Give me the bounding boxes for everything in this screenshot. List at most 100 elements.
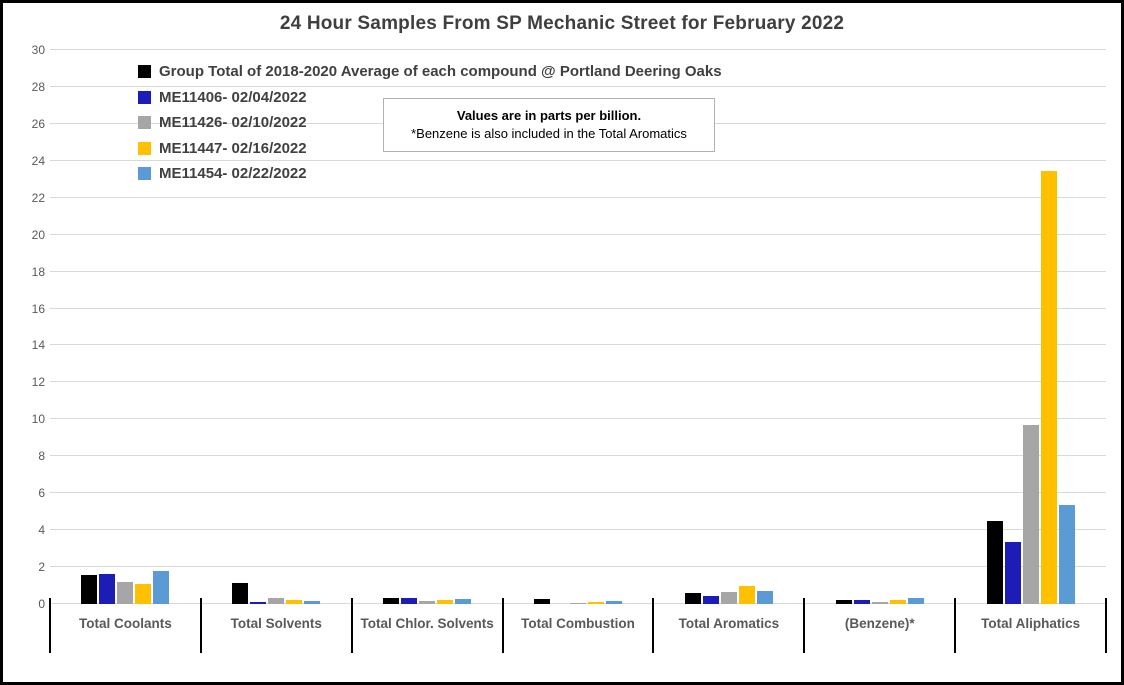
- bar-group: [352, 50, 503, 604]
- bar: [720, 592, 737, 604]
- y-tick-label: 10: [31, 412, 45, 427]
- bar: [756, 590, 773, 604]
- y-tick-label: 28: [31, 79, 45, 94]
- gridline: [50, 529, 1106, 531]
- bar-group: [50, 50, 201, 604]
- bar: [1004, 542, 1021, 604]
- bar-groups: [50, 50, 1106, 604]
- bar: [1022, 424, 1039, 604]
- bar: [250, 601, 267, 604]
- y-tick-label: 16: [31, 301, 45, 316]
- bar: [907, 598, 924, 604]
- bar: [401, 598, 418, 604]
- y-tick-label: 22: [31, 190, 45, 205]
- gridline: [50, 566, 1106, 568]
- legend: Group Total of 2018-2020 Average of each…: [138, 59, 722, 187]
- chart-title: 24 Hour Samples From SP Mechanic Street …: [279, 13, 845, 34]
- bar: [1040, 170, 1057, 604]
- bar: [853, 599, 870, 604]
- bar: [871, 601, 888, 604]
- legend-label: ME11426- 02/10/2022: [159, 114, 307, 132]
- x-category-label: Total Coolants: [79, 616, 172, 631]
- note-box: Values are in parts per billion. *Benzen…: [383, 98, 715, 152]
- bar: [304, 601, 321, 604]
- gridline: [50, 159, 1106, 161]
- bar-group: [503, 50, 654, 604]
- bar: [117, 581, 134, 604]
- y-tick-label: 26: [31, 116, 45, 131]
- bar-group: [201, 50, 352, 604]
- bar: [702, 595, 719, 604]
- legend-item: ME11447- 02/16/2022: [138, 136, 722, 162]
- plot-area: [50, 49, 1106, 604]
- x-axis-labels: Total Coolants Total Solvents Total Chlor.…: [50, 616, 1106, 631]
- bar: [588, 602, 604, 604]
- y-tick-label: 20: [31, 227, 45, 242]
- x-category-label: Total Solvents: [230, 616, 322, 631]
- bar: [684, 592, 701, 604]
- bar: [232, 582, 249, 604]
- x-category-label: (Benzene)*: [844, 616, 915, 631]
- bar: [534, 599, 550, 604]
- bar: [268, 598, 285, 604]
- legend-swatch: [138, 65, 151, 79]
- y-tick-label: 6: [38, 486, 45, 501]
- bar: [835, 599, 852, 604]
- x-category-label: Total Chlor. Solvents: [360, 616, 494, 631]
- bar: [1058, 505, 1075, 604]
- gridline: [50, 233, 1106, 235]
- gridline: [50, 492, 1106, 494]
- y-tick-label: 12: [31, 375, 45, 390]
- bar: [99, 573, 116, 604]
- legend-item: ME11454- 02/22/2022: [138, 161, 722, 187]
- legend-label: ME11447- 02/16/2022: [159, 139, 307, 157]
- bar: [286, 600, 303, 604]
- bar-group: [804, 50, 955, 604]
- note-benzene-text: *Benzene is also included in the Total A…: [411, 126, 687, 141]
- bar: [419, 600, 436, 604]
- bar: [570, 602, 586, 604]
- legend-item: ME11426- 02/10/2022: [138, 110, 722, 136]
- legend-label: Group Total of 2018-2020 Average of each…: [159, 63, 722, 81]
- y-tick-label: 8: [38, 449, 45, 464]
- bar: [153, 570, 170, 604]
- y-tick-label: 2: [38, 560, 45, 575]
- y-tick-label: 0: [38, 597, 45, 611]
- bar-group: [653, 50, 804, 604]
- gridline: [50, 307, 1106, 309]
- legend-swatch: [138, 167, 151, 181]
- gridline: [50, 196, 1106, 198]
- bar: [986, 520, 1003, 604]
- gridline: [50, 418, 1106, 420]
- bar: [383, 597, 400, 604]
- bar: [606, 601, 622, 604]
- bar: [455, 598, 472, 604]
- y-tick-label: 30: [31, 43, 45, 57]
- bar: [135, 583, 152, 604]
- bar: [437, 600, 454, 604]
- x-category-label: Total Aromatics: [678, 616, 780, 631]
- gridline: [50, 381, 1106, 383]
- bar-group: [955, 50, 1106, 604]
- bar: [889, 600, 906, 604]
- bar: [81, 575, 98, 604]
- gridline: [50, 455, 1106, 457]
- legend-item: Group Total of 2018-2020 Average of each…: [138, 59, 722, 85]
- legend-swatch: [138, 116, 151, 130]
- legend-label: ME11454- 02/22/2022: [159, 165, 307, 183]
- y-axis-labels: 0 2 4 6 8 10 12 14 16 18 20 22 24 26 28 30: [7, 43, 45, 611]
- y-tick-label: 4: [38, 523, 45, 538]
- note-units-text: Values are in parts per billion.: [456, 108, 642, 123]
- gridline: [50, 344, 1106, 346]
- x-category-label: Total Combustion: [521, 616, 635, 631]
- legend-swatch: [138, 90, 151, 104]
- bar: [738, 586, 755, 604]
- y-tick-label: 18: [31, 264, 45, 279]
- legend-item: ME11406- 02/04/2022: [138, 85, 722, 111]
- legend-label: ME11406- 02/04/2022: [159, 88, 307, 106]
- y-tick-label: 24: [31, 153, 45, 168]
- y-tick-label: 14: [31, 338, 45, 353]
- gridline: [50, 270, 1106, 272]
- gridline: [50, 49, 1106, 50]
